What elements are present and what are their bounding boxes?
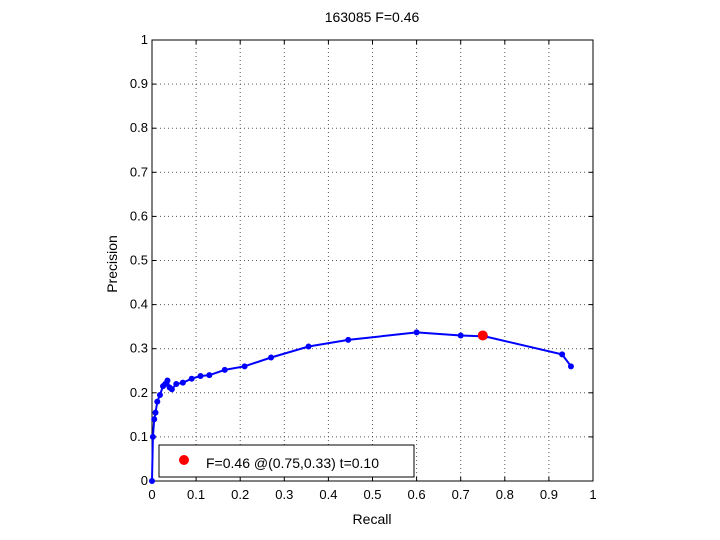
y-tick-label: 1 (141, 32, 148, 47)
x-tick-label: 0.1 (187, 487, 205, 502)
x-tick-label: 0.6 (408, 487, 426, 502)
legend-marker (179, 455, 189, 465)
data-point (197, 373, 204, 380)
data-point (559, 351, 566, 358)
data-point (149, 478, 155, 484)
y-tick-label: 0.2 (130, 385, 148, 400)
data-point (305, 343, 312, 350)
y-tick-label: 0.5 (130, 253, 148, 268)
series-layer (149, 329, 574, 484)
x-tick-label: 1 (589, 487, 596, 502)
x-tick-label: 0 (148, 487, 155, 502)
x-tick-label: 0.9 (540, 487, 558, 502)
y-tick-label: 0.1 (130, 429, 148, 444)
x-tick-label: 0.5 (363, 487, 381, 502)
legend-text: F=0.46 @(0.75,0.33) t=0.10 (206, 455, 379, 471)
grid (152, 40, 593, 481)
legend-box (158, 444, 415, 478)
data-point (164, 377, 171, 384)
y-tick-label: 0.6 (130, 208, 148, 223)
y-tick-label: 0 (141, 473, 148, 488)
data-point (188, 375, 195, 382)
x-tick-label: 0.2 (231, 487, 249, 502)
y-tick-label: 0.7 (130, 164, 148, 179)
data-point (345, 336, 352, 343)
data-point (413, 329, 420, 336)
data-point (567, 363, 574, 370)
legend: F=0.46 @(0.75,0.33) t=0.10 (158, 444, 415, 478)
y-tick-label: 0.3 (130, 341, 148, 356)
x-tick-label: 0.3 (275, 487, 293, 502)
data-point (151, 416, 158, 423)
data-point (154, 398, 161, 405)
chart-title: 163085 F=0.46 (325, 9, 420, 25)
y-tick-label: 0.8 (130, 120, 148, 135)
y-axis-label: Precision (104, 235, 120, 293)
data-point (173, 380, 180, 387)
data-point (152, 409, 159, 416)
x-axis-label: Recall (353, 511, 392, 527)
data-point (179, 379, 186, 386)
x-tick-label: 0.7 (452, 487, 470, 502)
x-tick-label: 0.4 (319, 487, 337, 502)
data-point (206, 372, 213, 379)
data-point (457, 332, 464, 339)
y-tick-label: 0.4 (130, 297, 148, 312)
x-tick-label: 0.8 (496, 487, 514, 502)
data-point (168, 386, 175, 393)
best-f-point (477, 330, 488, 341)
data-point (156, 392, 163, 399)
data-point (268, 354, 275, 361)
data-point (241, 363, 248, 370)
data-point (149, 433, 156, 440)
y-tick-label: 0.9 (130, 76, 148, 91)
axis-ticks: 0 0.1 0.2 0.3 0.4 0.5 0.6 0.7 0.8 0.9 1 0 0.1 0.2 0.3 0… (130, 32, 597, 502)
data-point (221, 366, 228, 373)
